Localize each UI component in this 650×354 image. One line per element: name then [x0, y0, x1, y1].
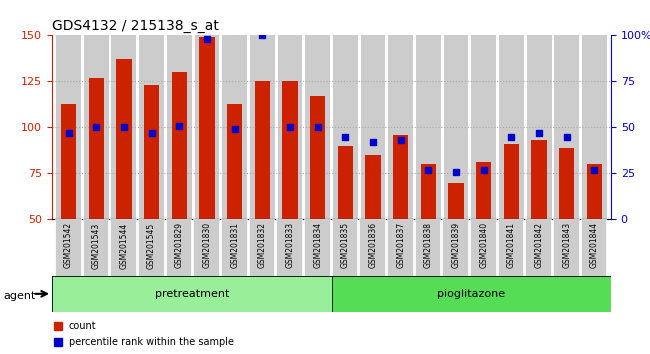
Bar: [526, 35, 551, 219]
Bar: [504, 144, 519, 312]
FancyBboxPatch shape: [111, 219, 136, 276]
Text: GSM201838: GSM201838: [424, 222, 433, 268]
Bar: [416, 35, 441, 219]
Text: GSM201545: GSM201545: [147, 222, 156, 269]
Bar: [388, 35, 413, 219]
Bar: [200, 37, 214, 312]
FancyBboxPatch shape: [194, 219, 219, 276]
Bar: [532, 140, 547, 312]
Bar: [499, 35, 524, 219]
FancyBboxPatch shape: [553, 219, 578, 276]
Text: agent: agent: [3, 291, 36, 301]
Text: pioglitazone: pioglitazone: [437, 289, 505, 299]
Text: GSM201543: GSM201543: [92, 222, 101, 269]
FancyBboxPatch shape: [387, 219, 413, 276]
FancyBboxPatch shape: [443, 219, 468, 276]
Text: GSM201844: GSM201844: [590, 222, 599, 268]
Text: percentile rank within the sample: percentile rank within the sample: [69, 337, 234, 347]
Bar: [194, 35, 220, 219]
Bar: [582, 35, 607, 219]
Bar: [116, 59, 131, 312]
Bar: [306, 35, 330, 219]
Bar: [421, 164, 436, 312]
FancyBboxPatch shape: [332, 219, 358, 276]
Bar: [88, 78, 104, 312]
Bar: [56, 35, 81, 219]
Bar: [167, 35, 192, 219]
FancyBboxPatch shape: [52, 276, 332, 312]
FancyBboxPatch shape: [249, 219, 274, 276]
Text: GSM201542: GSM201542: [64, 222, 73, 268]
Bar: [587, 164, 602, 312]
FancyBboxPatch shape: [525, 219, 551, 276]
Text: GSM201544: GSM201544: [120, 222, 129, 269]
FancyBboxPatch shape: [55, 219, 81, 276]
Text: GSM201839: GSM201839: [452, 222, 461, 268]
Bar: [365, 155, 381, 312]
Text: pretreatment: pretreatment: [155, 289, 229, 299]
FancyBboxPatch shape: [332, 276, 611, 312]
FancyBboxPatch shape: [138, 219, 164, 276]
FancyBboxPatch shape: [304, 219, 330, 276]
Bar: [282, 81, 298, 312]
Text: GSM201830: GSM201830: [202, 222, 211, 268]
Text: count: count: [69, 321, 96, 331]
Text: GSM201843: GSM201843: [562, 222, 571, 268]
Bar: [333, 35, 358, 219]
Bar: [172, 72, 187, 312]
Text: GSM201837: GSM201837: [396, 222, 405, 268]
Bar: [139, 35, 164, 219]
FancyBboxPatch shape: [83, 219, 108, 276]
FancyBboxPatch shape: [359, 219, 385, 276]
FancyBboxPatch shape: [221, 219, 246, 276]
Text: GSM201841: GSM201841: [507, 222, 516, 268]
FancyBboxPatch shape: [470, 219, 495, 276]
Bar: [310, 96, 325, 312]
Text: GSM201831: GSM201831: [230, 222, 239, 268]
Bar: [554, 35, 579, 219]
Text: GSM201835: GSM201835: [341, 222, 350, 268]
FancyBboxPatch shape: [415, 219, 440, 276]
Bar: [443, 35, 469, 219]
Text: GSM201836: GSM201836: [369, 222, 378, 268]
Bar: [476, 162, 491, 312]
Text: GSM201833: GSM201833: [285, 222, 294, 268]
Bar: [222, 35, 247, 219]
Bar: [227, 103, 242, 312]
Bar: [61, 103, 76, 312]
Text: GSM201829: GSM201829: [175, 222, 184, 268]
Bar: [471, 35, 496, 219]
Bar: [393, 135, 408, 312]
Bar: [278, 35, 302, 219]
FancyBboxPatch shape: [276, 219, 302, 276]
Text: GSM201842: GSM201842: [534, 222, 543, 268]
Bar: [338, 146, 353, 312]
Text: GSM201840: GSM201840: [479, 222, 488, 268]
FancyBboxPatch shape: [581, 219, 606, 276]
Bar: [361, 35, 385, 219]
Text: GSM201834: GSM201834: [313, 222, 322, 268]
Bar: [255, 81, 270, 312]
Bar: [84, 35, 109, 219]
Bar: [112, 35, 136, 219]
Text: GSM201832: GSM201832: [258, 222, 266, 268]
Bar: [250, 35, 275, 219]
FancyBboxPatch shape: [498, 219, 523, 276]
FancyBboxPatch shape: [166, 219, 191, 276]
Bar: [144, 85, 159, 312]
Bar: [559, 148, 575, 312]
Bar: [448, 183, 463, 312]
Text: GDS4132 / 215138_s_at: GDS4132 / 215138_s_at: [52, 19, 219, 33]
